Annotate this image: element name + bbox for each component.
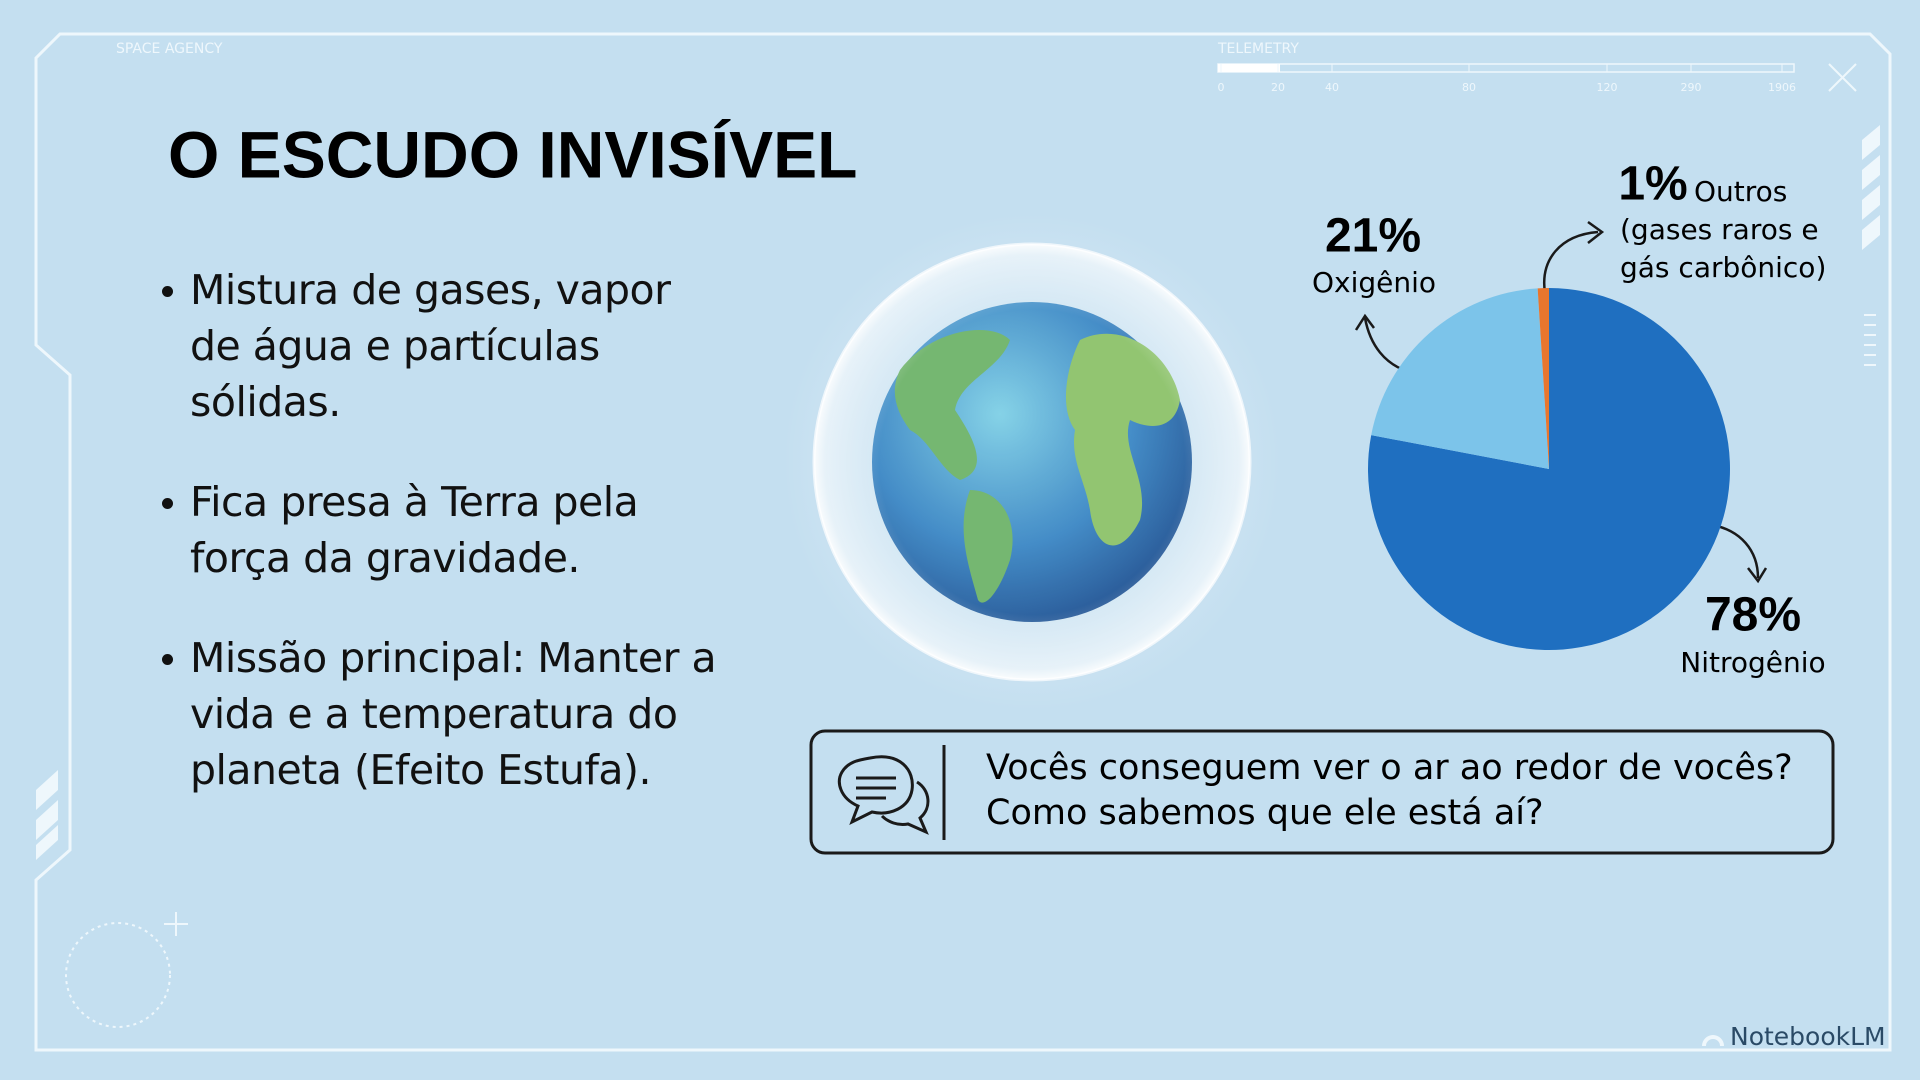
telemetry-fill bbox=[1218, 64, 1280, 72]
annotation: (gases raros e bbox=[1620, 213, 1819, 246]
telemetry-tick-label: 1906 bbox=[1768, 81, 1796, 94]
pie-slice bbox=[1368, 288, 1731, 651]
stripes bbox=[36, 125, 1880, 860]
telemetry-ticks: 0 20 40 80 120 290 1906 bbox=[1218, 64, 1796, 94]
hatch-circle bbox=[65, 922, 171, 1028]
pie-slice bbox=[1371, 288, 1549, 469]
pie-slice bbox=[1537, 288, 1549, 469]
category-label: Nitrogênio bbox=[1680, 646, 1825, 679]
category-label: Outros bbox=[1694, 175, 1787, 208]
annotation: gás carbônico) bbox=[1620, 251, 1826, 284]
telemetry-tick-label: 290 bbox=[1681, 81, 1702, 94]
frame-decor bbox=[164, 63, 1876, 936]
watermark-icon bbox=[1702, 1035, 1724, 1046]
telemetry-bar bbox=[1217, 63, 1795, 73]
question-line: Como sabemos que ele está aí? bbox=[986, 793, 1544, 833]
telemetry-tick-label: 80 bbox=[1462, 81, 1476, 94]
bullet: Mistura de gases, vapor de água e partíc… bbox=[160, 262, 720, 430]
globe bbox=[782, 212, 1282, 712]
frame bbox=[34, 32, 1892, 1052]
telemetry-tick-label: 0 bbox=[1218, 81, 1225, 94]
bullet: Fica presa à Terra pela força da gravida… bbox=[160, 474, 720, 586]
telemetry-tick-label: 40 bbox=[1325, 81, 1339, 94]
telemetry-tick-label: 20 bbox=[1271, 81, 1285, 94]
value-label: 1% bbox=[1618, 158, 1687, 211]
category-label: Oxigênio bbox=[1312, 266, 1436, 299]
value-label: 21% bbox=[1325, 210, 1421, 263]
pie-chart: 78% Nitrogênio 21%Oxigênio 1% Outros (gases r… bbox=[1312, 158, 1826, 679]
question-line: Vocês conseguem ver o ar ao redor de voc… bbox=[986, 748, 1793, 788]
bullet-list: Mistura de gases, vapor de água e partíc… bbox=[160, 262, 720, 842]
telemetry-label: TELEMETRY bbox=[1217, 41, 1299, 57]
telemetry-tick-label: 120 bbox=[1597, 81, 1618, 94]
bullet: Missão principal: Manter a vida e a temp… bbox=[160, 630, 720, 798]
slide-title: O ESCUDO INVISÍVEL bbox=[168, 117, 857, 191]
agency-label: SPACE AGENCY bbox=[116, 41, 223, 57]
question-box bbox=[809, 729, 1835, 855]
chat-icon bbox=[837, 755, 930, 835]
watermark: NotebookLM bbox=[1730, 1022, 1886, 1051]
value-label: 78% bbox=[1705, 589, 1801, 642]
